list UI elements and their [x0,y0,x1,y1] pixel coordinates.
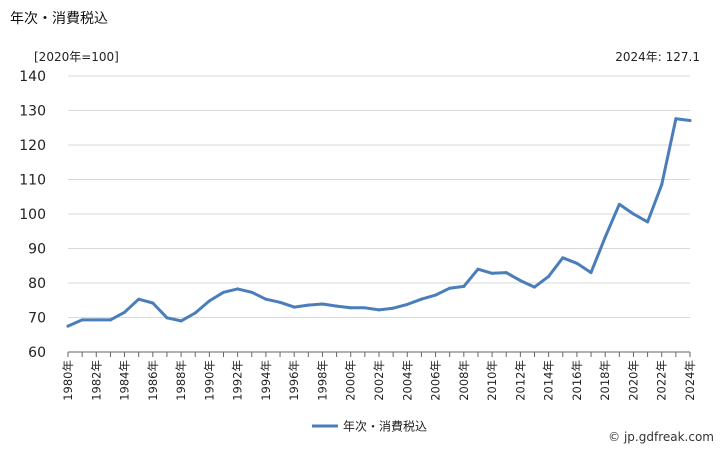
unit-label: [2020年=100] [34,50,119,64]
data-point [660,183,664,187]
x-tick-label: 1996年 [287,360,301,401]
data-point [448,286,452,290]
data-point [377,308,381,312]
x-tick-label: 1992年 [231,360,245,401]
data-point [419,297,423,301]
data-point [490,271,494,275]
data-point [363,306,367,310]
x-tick-label: 1998年 [315,360,329,401]
y-tick-label: 140 [19,69,46,85]
data-point [193,311,197,315]
data-point [631,212,635,216]
data-point [66,324,70,328]
data-point [108,318,112,322]
y-tick-label: 60 [28,345,46,361]
data-point [518,279,522,283]
data-point [434,293,438,297]
x-tick-label: 2000年 [344,360,358,401]
x-tick-label: 1980年 [61,360,75,401]
x-tick-label: 2006年 [429,360,443,401]
y-tick-label: 70 [28,311,46,327]
source-credit: © jp.gdfreak.com [608,430,714,444]
data-point [207,299,211,303]
x-tick-label: 2012年 [513,360,527,401]
data-point [349,306,353,310]
data-point [617,202,621,206]
x-tick-label: 2004年 [400,360,414,401]
x-tick-label: 2024年 [683,360,697,401]
x-tick-label: 1994年 [259,360,273,401]
data-point [589,271,593,275]
data-point [405,302,409,306]
x-tick-label: 2020年 [626,360,640,401]
data-point [533,285,536,289]
x-tick-label: 2016年 [570,360,584,401]
data-point [547,274,551,278]
data-point [646,220,650,224]
data-point [688,119,692,123]
y-tick-label: 110 [19,173,46,189]
data-point [123,310,127,314]
x-tick-label: 1982年 [89,360,103,401]
data-point [674,117,678,121]
y-tick-label: 100 [19,207,46,223]
legend-label: 年次・消費税込 [343,419,427,434]
data-point [80,318,84,322]
x-tick-label: 2018年 [598,360,612,401]
x-tick-label: 2022年 [655,360,669,401]
series-line [66,117,692,328]
data-point [476,267,480,271]
data-point [603,235,607,239]
x-tick-label: 1984年 [118,360,132,401]
latest-value-label: 2024年: 127.1 [615,50,700,64]
data-point [278,300,282,304]
data-point [561,256,565,260]
x-tick-label: 1988年 [174,360,188,401]
y-tick-label: 80 [28,276,46,292]
x-tick-label: 2002年 [372,360,386,401]
data-point [462,284,466,288]
chart-title: 年次・消費税込 [10,11,108,27]
data-point [165,316,169,320]
data-point [236,287,240,291]
x-tick-label: 1990年 [202,360,216,401]
y-tick-label: 120 [19,138,46,154]
data-point [137,297,141,301]
data-point [250,290,254,294]
data-point [504,271,508,275]
data-point [306,303,310,307]
data-point [391,306,395,310]
x-tick-label: 2014年 [542,360,556,401]
x-tick-label: 1986年 [146,360,160,401]
data-point [320,302,324,306]
data-point [335,304,339,308]
x-tick-label: 2008年 [457,360,471,401]
data-point [94,318,98,322]
y-tick-label: 90 [28,242,46,258]
x-tick-label: 2010年 [485,360,499,401]
y-tick-label: 130 [19,104,46,120]
data-point [575,261,579,265]
data-point [222,290,225,294]
data-point [292,305,296,309]
data-point [151,301,155,305]
data-point [179,319,183,323]
data-point [264,297,268,301]
